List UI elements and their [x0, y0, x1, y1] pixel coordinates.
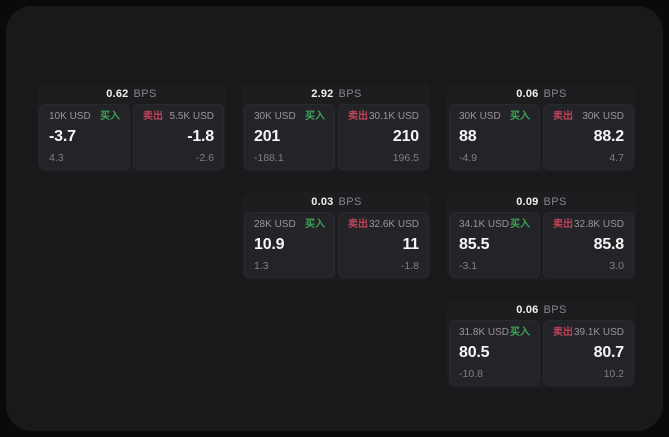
buy-change: 1.3 — [254, 259, 269, 272]
buy-label: 买入 — [510, 111, 530, 122]
price-tiles: 30K USD 买入 88 -4.9 卖出 30K USD 88.2 4.7 — [449, 104, 634, 170]
buy-label: 买入 — [305, 219, 325, 230]
buy-label: 买入 — [100, 111, 120, 122]
buy-price: 10.9 — [254, 236, 285, 254]
sell-price: 11 — [402, 236, 419, 254]
sell-amount: 32.6K USD — [368, 219, 419, 230]
quote-card: 0.06 BPS 31.8K USD 买入 80.5 -10.8 卖出 39.1… — [447, 300, 636, 388]
buy-tile[interactable]: 28K USD 买入 10.9 1.3 — [244, 212, 335, 278]
price-tiles: 30K USD 买入 201 -188.1 卖出 30.1K USD 210 1… — [244, 104, 429, 170]
bps-header: 0.09 BPS — [449, 192, 634, 212]
buy-change: -10.8 — [459, 367, 483, 380]
bps-value: 0.62 — [106, 88, 129, 100]
buy-amount: 34.1K USD — [459, 219, 510, 230]
quote-card: 0.62 BPS 10K USD 买入 -3.7 4.3 卖出 5.5K USD… — [37, 84, 226, 172]
bps-value: 0.03 — [311, 196, 334, 208]
quote-card: 0.03 BPS 28K USD 买入 10.9 1.3 卖出 32.6K US… — [242, 192, 431, 280]
bps-header: 0.06 BPS — [449, 300, 634, 320]
bps-unit: BPS — [338, 196, 362, 208]
buy-price: 201 — [254, 128, 281, 146]
bps-unit: BPS — [543, 304, 567, 316]
price-tiles: 31.8K USD 买入 80.5 -10.8 卖出 39.1K USD 80.… — [449, 320, 634, 386]
sell-amount: 32.8K USD — [573, 219, 624, 230]
buy-amount: 10K USD — [49, 111, 91, 122]
bps-unit: BPS — [338, 88, 362, 100]
sell-amount: 30K USD — [582, 111, 624, 122]
sell-price: 88.2 — [593, 128, 625, 146]
buy-price: -3.7 — [49, 128, 76, 146]
sell-price: 210 — [392, 128, 419, 146]
bps-unit: BPS — [543, 88, 567, 100]
sell-label: 卖出 — [348, 111, 368, 122]
sell-tile[interactable]: 卖出 5.5K USD -1.8 -2.6 — [133, 104, 224, 170]
bps-value: 0.09 — [516, 196, 539, 208]
buy-tile[interactable]: 30K USD 买入 201 -188.1 — [244, 104, 335, 170]
price-tiles: 28K USD 买入 10.9 1.3 卖出 32.6K USD 11 -1.8 — [244, 212, 429, 278]
sell-amount: 5.5K USD — [169, 111, 214, 122]
sell-label: 卖出 — [553, 327, 573, 338]
sell-change: 196.5 — [392, 151, 419, 164]
bps-header: 0.03 BPS — [244, 192, 429, 212]
buy-tile[interactable]: 31.8K USD 买入 80.5 -10.8 — [449, 320, 540, 386]
buy-amount: 30K USD — [254, 111, 296, 122]
buy-change: -188.1 — [254, 151, 284, 164]
sell-tile[interactable]: 卖出 39.1K USD 80.7 10.2 — [543, 320, 634, 386]
sell-price: -1.8 — [187, 128, 214, 146]
buy-change: -4.9 — [459, 151, 478, 164]
sell-change: 3.0 — [609, 259, 624, 272]
buy-label: 买入 — [305, 111, 325, 122]
sell-tile[interactable]: 卖出 30.1K USD 210 196.5 — [338, 104, 429, 170]
price-tiles: 34.1K USD 买入 85.5 -3.1 卖出 32.8K USD 85.8… — [449, 212, 634, 278]
buy-tile[interactable]: 34.1K USD 买入 85.5 -3.1 — [449, 212, 540, 278]
bps-header: 0.06 BPS — [449, 84, 634, 104]
bps-value: 0.06 — [516, 88, 539, 100]
buy-tile[interactable]: 10K USD 买入 -3.7 4.3 — [39, 104, 130, 170]
sell-amount: 39.1K USD — [573, 327, 624, 338]
buy-change: 4.3 — [49, 151, 64, 164]
buy-price: 88 — [459, 128, 477, 146]
buy-price: 80.5 — [459, 344, 490, 362]
buy-label: 买入 — [510, 219, 530, 230]
bps-header: 0.62 BPS — [39, 84, 224, 104]
sell-tile[interactable]: 卖出 32.6K USD 11 -1.8 — [338, 212, 429, 278]
quote-card: 0.09 BPS 34.1K USD 买入 85.5 -3.1 卖出 32.8K… — [447, 192, 636, 280]
bps-unit: BPS — [133, 88, 157, 100]
sell-label: 卖出 — [553, 111, 573, 122]
quote-card: 2.92 BPS 30K USD 买入 201 -188.1 卖出 30.1K … — [242, 84, 431, 172]
sell-change: 4.7 — [609, 151, 624, 164]
sell-label: 卖出 — [348, 219, 368, 230]
bps-unit: BPS — [543, 196, 567, 208]
sell-tile[interactable]: 卖出 30K USD 88.2 4.7 — [543, 104, 634, 170]
buy-amount: 28K USD — [254, 219, 296, 230]
buy-tile[interactable]: 30K USD 买入 88 -4.9 — [449, 104, 540, 170]
price-tiles: 10K USD 买入 -3.7 4.3 卖出 5.5K USD -1.8 -2.… — [39, 104, 224, 170]
sell-price: 80.7 — [593, 344, 625, 362]
bps-value: 0.06 — [516, 304, 539, 316]
buy-change: -3.1 — [459, 259, 478, 272]
sell-change: -1.8 — [400, 259, 419, 272]
sell-change: -2.6 — [195, 151, 214, 164]
sell-label: 卖出 — [143, 111, 163, 122]
sell-change: 10.2 — [603, 367, 624, 380]
quote-card: 0.06 BPS 30K USD 买入 88 -4.9 卖出 30K USD 8… — [447, 84, 636, 172]
sell-label: 卖出 — [553, 219, 573, 230]
sell-price: 85.8 — [593, 236, 625, 254]
sell-amount: 30.1K USD — [368, 111, 419, 122]
sell-tile[interactable]: 卖出 32.8K USD 85.8 3.0 — [543, 212, 634, 278]
buy-price: 85.5 — [459, 236, 490, 254]
buy-amount: 31.8K USD — [459, 327, 510, 338]
buy-label: 买入 — [510, 327, 530, 338]
buy-amount: 30K USD — [459, 111, 501, 122]
bps-header: 2.92 BPS — [244, 84, 429, 104]
bps-value: 2.92 — [311, 88, 334, 100]
